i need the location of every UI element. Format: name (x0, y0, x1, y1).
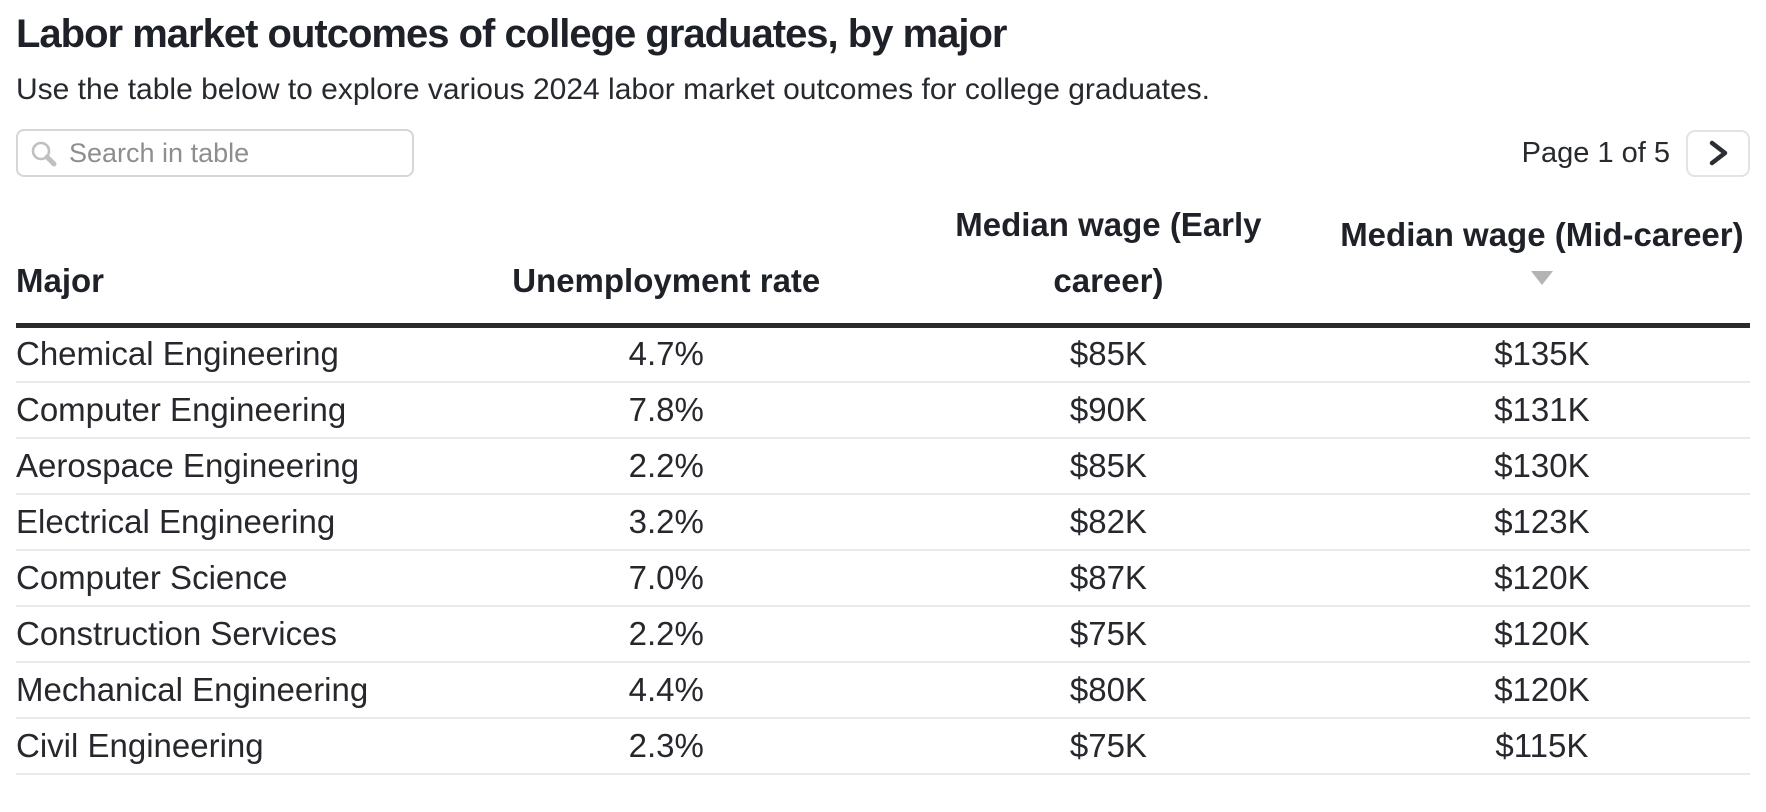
sort-desc-triangle-icon (1530, 271, 1553, 285)
cell-median_wage_mid: $130K (1333, 437, 1750, 495)
table-header-row: Major Unemployment rate Median wage (Ear… (16, 197, 1750, 328)
cell-median_wage_early: $82K (883, 493, 1334, 551)
next-page-button[interactable] (1686, 129, 1750, 177)
table-row: Mechanical Engineering 4.4% $80K $120K (16, 661, 1750, 719)
cell-unemployment_rate: 7.0% (449, 549, 883, 607)
cell-major: Aerospace Engineering (16, 437, 450, 495)
table-body: Chemical Engineering 4.7% $85K $135K Compute… (16, 325, 1750, 775)
cell-median_wage_early: $85K (883, 437, 1334, 495)
cell-median_wage_mid: $115K (1333, 717, 1750, 775)
cell-median_wage_early: $90K (883, 381, 1334, 439)
table-row: Chemical Engineering 4.7% $85K $135K (16, 325, 1750, 383)
cell-major: Computer Engineering (16, 381, 450, 439)
cell-unemployment_rate: 2.3% (449, 717, 883, 775)
table-row: Computer Science 7.0% $87K $120K (16, 549, 1750, 607)
column-header-median-wage-mid-label: Median wage (Mid-career) (1340, 216, 1744, 253)
page: Labor market outcomes of college graduat… (0, 12, 1766, 775)
table-row: Electrical Engineering 3.2% $82K $123K (16, 493, 1750, 551)
page-title: Labor market outcomes of college graduat… (16, 12, 1008, 56)
cell-median_wage_mid: $120K (1333, 605, 1750, 663)
table-controls: Page 1 of 5 (16, 129, 1750, 177)
cell-median_wage_mid: $120K (1333, 661, 1750, 719)
column-header-median-wage-mid[interactable]: Median wage (Mid-career) (1333, 197, 1750, 328)
search-input[interactable] (69, 137, 400, 169)
column-header-major[interactable]: Major (16, 197, 450, 328)
cell-major: Civil Engineering (16, 717, 450, 775)
cell-unemployment_rate: 3.2% (449, 493, 883, 551)
cell-major: Chemical Engineering (16, 325, 450, 383)
table-row: Civil Engineering 2.3% $75K $115K (16, 717, 1750, 775)
cell-major: Electrical Engineering (16, 493, 450, 551)
table-row: Aerospace Engineering 2.2% $85K $130K (16, 437, 1750, 495)
chevron-right-icon (1709, 140, 1728, 166)
cell-median_wage_mid: $135K (1333, 325, 1750, 383)
table-row: Construction Services 2.2% $75K $120K (16, 605, 1750, 663)
page-subtitle: Use the table below to explore various 2… (16, 73, 1211, 106)
cell-median_wage_mid: $120K (1333, 549, 1750, 607)
cell-unemployment_rate: 7.8% (449, 381, 883, 439)
cell-median_wage_early: $80K (883, 661, 1334, 719)
cell-median_wage_early: $75K (883, 605, 1334, 663)
column-header-major-label: Major (16, 262, 105, 299)
cell-unemployment_rate: 2.2% (449, 437, 883, 495)
cell-unemployment_rate: 2.2% (449, 605, 883, 663)
page-indicator: Page 1 of 5 (1521, 136, 1670, 169)
cell-median_wage_early: $87K (883, 549, 1334, 607)
cell-unemployment_rate: 4.7% (449, 325, 883, 383)
table-row: Computer Engineering 7.8% $90K $131K (16, 381, 1750, 439)
cell-median_wage_early: $75K (883, 717, 1334, 775)
cell-median_wage_mid: $131K (1333, 381, 1750, 439)
cell-major: Computer Science (16, 549, 450, 607)
cell-major: Construction Services (16, 605, 450, 663)
cell-major: Mechanical Engineering (16, 661, 450, 719)
cell-median_wage_mid: $123K (1333, 493, 1750, 551)
column-header-median-wage-early[interactable]: Median wage (Early career) (883, 197, 1334, 328)
magnifier-icon (31, 141, 57, 166)
column-header-unemployment-rate-label: Unemployment rate (512, 262, 821, 299)
search-box (16, 129, 414, 177)
table-header: Major Unemployment rate Median wage (Ear… (16, 197, 1750, 328)
cell-unemployment_rate: 4.4% (449, 661, 883, 719)
pagination: Page 1 of 5 (1521, 129, 1750, 177)
cell-median_wage_early: $85K (883, 325, 1334, 383)
outcomes-table: Major Unemployment rate Median wage (Ear… (16, 197, 1750, 775)
column-header-unemployment-rate[interactable]: Unemployment rate (449, 197, 883, 328)
column-header-median-wage-early-label: Median wage (Early career) (955, 206, 1262, 299)
